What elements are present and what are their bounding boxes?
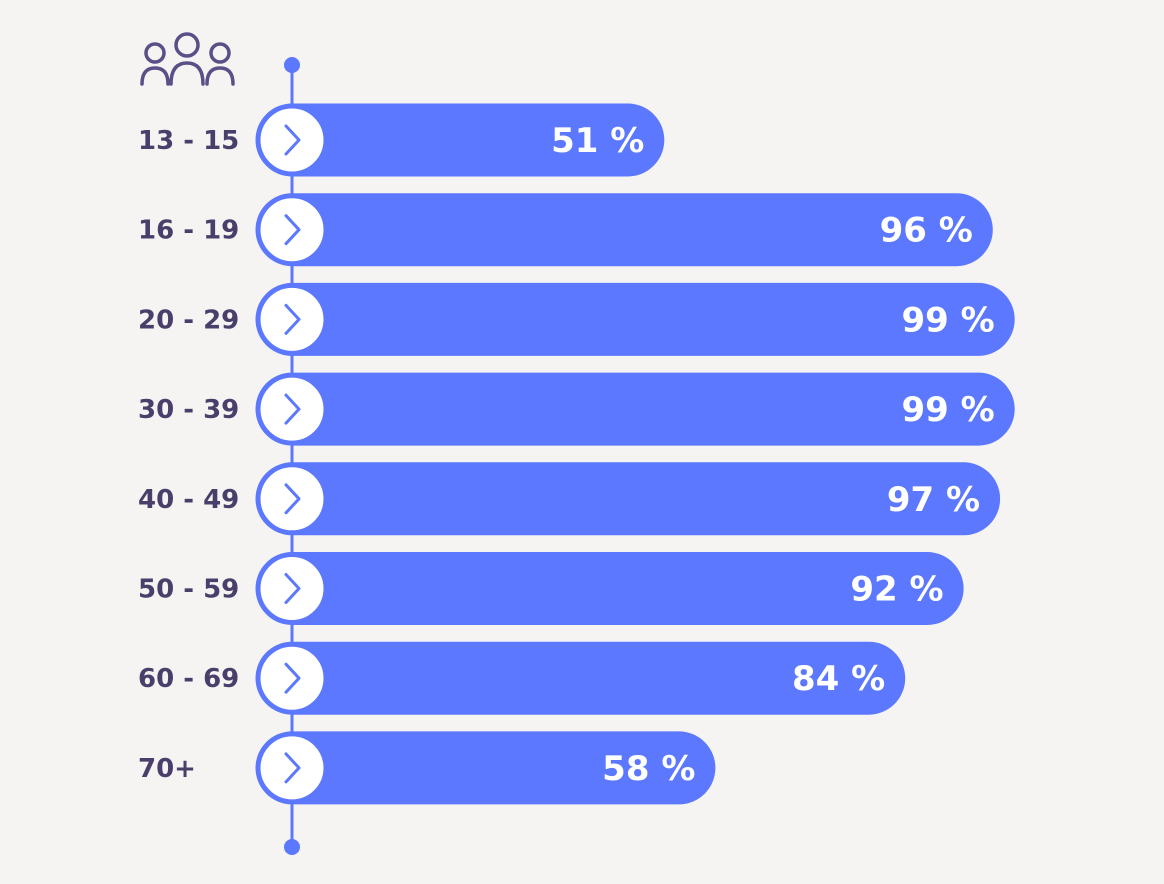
category-label: 30 - 39 — [138, 395, 239, 425]
people-group-icon — [140, 32, 235, 86]
value-label: 96 % — [880, 211, 973, 251]
bar-row: 30 - 39 99 % — [138, 372, 1015, 446]
row-marker — [257, 554, 327, 623]
value-label: 99 % — [901, 300, 994, 340]
chevron-right-icon — [284, 573, 301, 604]
chevron-right-icon — [284, 483, 301, 515]
row-marker — [257, 284, 327, 354]
row-marker — [257, 643, 327, 713]
axis-bottom-dot — [284, 839, 300, 855]
bar-row: 60 - 69 84 % — [138, 641, 906, 715]
category-label: 40 - 49 — [138, 485, 239, 515]
chevron-right-icon — [284, 752, 301, 784]
row-marker — [257, 464, 327, 534]
category-label: 16 - 19 — [138, 216, 239, 246]
category-label: 50 - 59 — [138, 575, 239, 605]
bar — [255, 462, 1001, 536]
category-label: 70+ — [138, 754, 196, 784]
value-label: 58 % — [602, 749, 695, 789]
category-label: 60 - 69 — [138, 664, 239, 694]
category-label: 20 - 29 — [138, 305, 239, 335]
bar-row: 70+ 58 % — [138, 731, 716, 805]
chevron-right-icon — [284, 303, 301, 335]
axis-top-dot — [284, 57, 300, 73]
chevron-right-icon — [284, 393, 301, 425]
bar — [255, 552, 964, 625]
row-marker — [257, 105, 327, 175]
bar — [255, 731, 716, 805]
category-label: 13 - 15 — [138, 126, 239, 156]
bar — [255, 282, 1015, 356]
bar-row: 50 - 59 92 % — [138, 552, 964, 625]
value-label: 97 % — [887, 480, 980, 520]
bar-row: 40 - 49 97 % — [138, 462, 1001, 536]
chevron-right-icon — [284, 124, 301, 156]
bar-rows: 13 - 15 51 %16 - 19 96 %20 - 29 99 %30 - 39… — [138, 103, 1015, 805]
chevron-right-icon — [284, 214, 301, 246]
value-label: 84 % — [792, 659, 885, 699]
bar — [255, 103, 665, 177]
row-marker — [257, 195, 327, 265]
bar — [255, 372, 1015, 446]
bar-row: 20 - 29 99 % — [138, 282, 1015, 356]
row-marker — [257, 733, 327, 803]
bar — [255, 641, 906, 715]
bar-row: 13 - 15 51 % — [138, 103, 665, 177]
value-label: 51 % — [551, 121, 644, 161]
chevron-right-icon — [284, 662, 301, 694]
bar-row: 16 - 19 96 % — [138, 193, 993, 267]
bar — [255, 193, 993, 267]
value-label: 92 % — [850, 570, 943, 610]
row-marker — [257, 374, 327, 444]
value-label: 99 % — [901, 390, 994, 430]
